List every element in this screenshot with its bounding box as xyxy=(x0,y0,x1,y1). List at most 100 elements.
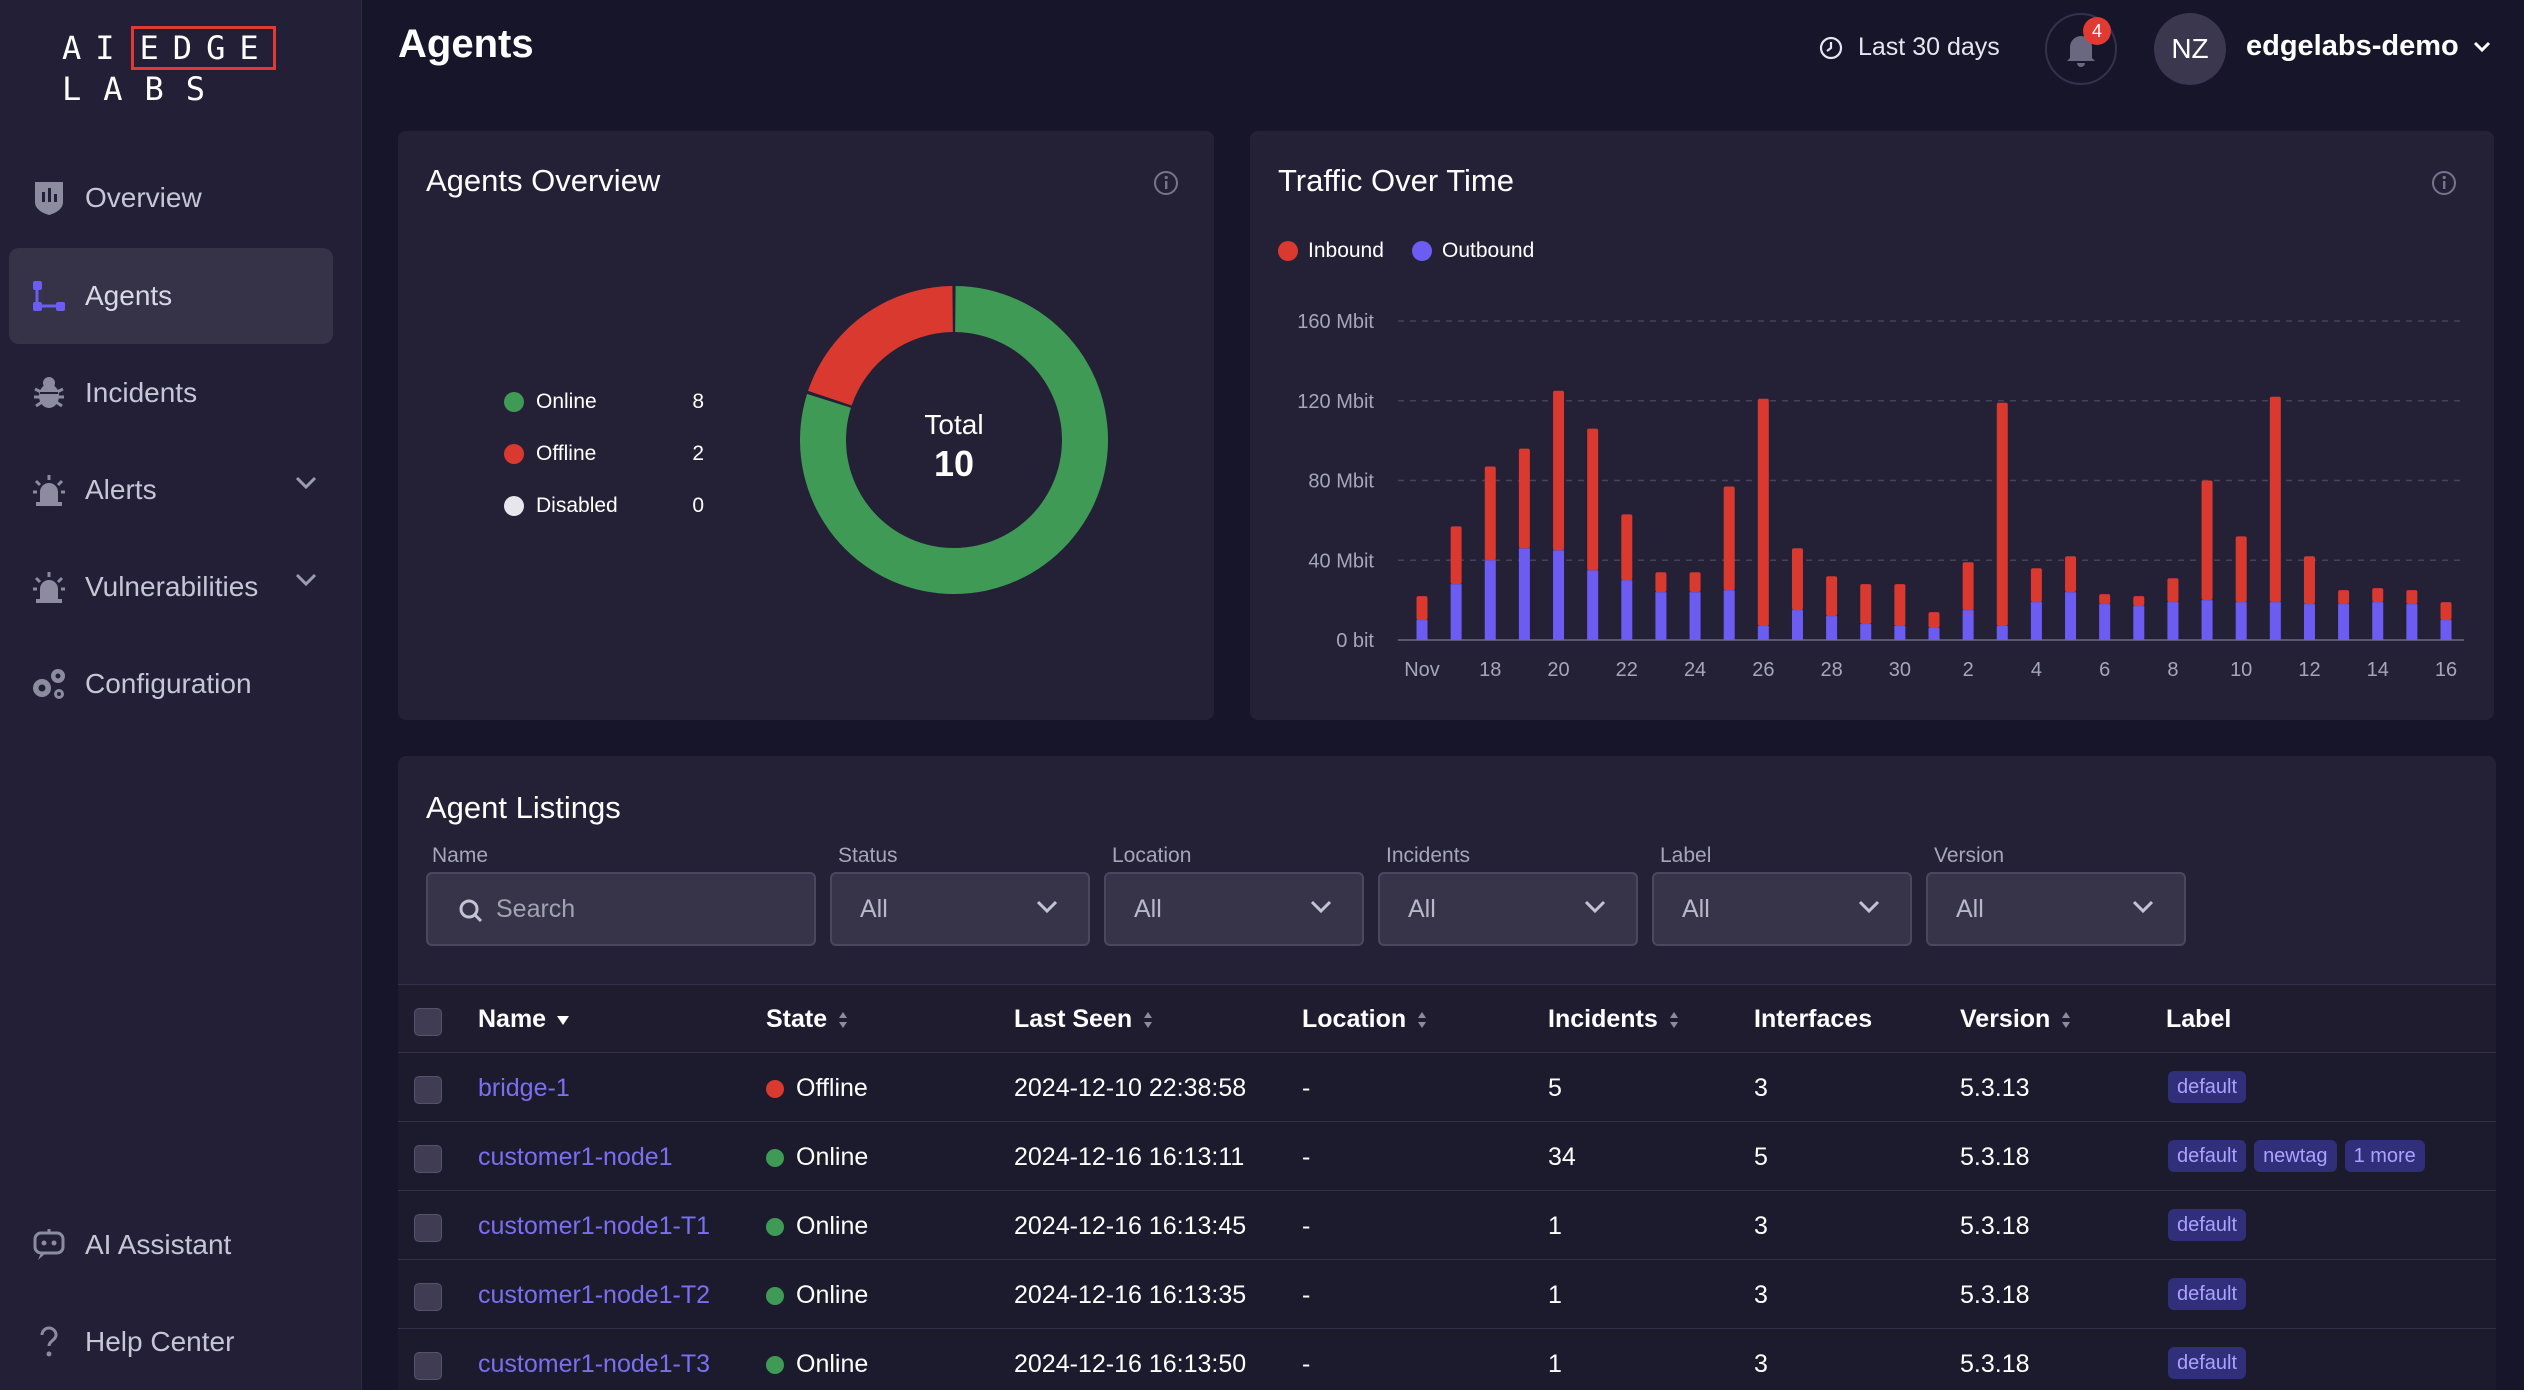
bar-outbound[interactable] xyxy=(1826,616,1838,640)
sidebar-item-ai-assistant[interactable]: AI Assistant xyxy=(9,1197,333,1293)
bar-inbound[interactable] xyxy=(1587,428,1599,571)
bar-outbound[interactable] xyxy=(1860,624,1872,640)
bar-outbound[interactable] xyxy=(1587,570,1599,640)
bar-inbound[interactable] xyxy=(2235,536,2247,603)
bar-inbound[interactable] xyxy=(2406,590,2418,605)
time-range-selector[interactable]: Last 30 days xyxy=(1818,33,2000,62)
label-select[interactable]: All xyxy=(1652,872,1912,946)
bar-inbound[interactable] xyxy=(2030,568,2042,603)
bar-inbound[interactable] xyxy=(1962,562,1974,611)
select-all-checkbox[interactable] xyxy=(414,1008,442,1036)
agent-name-link[interactable]: customer1-node1 xyxy=(478,1143,673,1171)
column-header-name[interactable]: Name xyxy=(478,1005,570,1034)
status-select[interactable]: All xyxy=(830,872,1090,946)
bar-inbound[interactable] xyxy=(2201,480,2213,601)
column-header-version[interactable]: Version xyxy=(1960,1005,2072,1034)
bar-outbound[interactable] xyxy=(2099,604,2111,640)
bar-outbound[interactable] xyxy=(1962,610,1974,640)
avatar[interactable]: NZ xyxy=(2154,13,2226,85)
brand-logo[interactable]: AI EDGE LABS xyxy=(62,26,282,108)
version-select[interactable]: All xyxy=(1926,872,2186,946)
column-header-location[interactable]: Location xyxy=(1302,1005,1428,1034)
bar-outbound[interactable] xyxy=(1894,626,1906,640)
incidents-select[interactable]: All xyxy=(1378,872,1638,946)
bar-inbound[interactable] xyxy=(1484,466,1496,561)
table-row[interactable]: customer1-node1 Online 2024-12-16 16:13:11… xyxy=(398,1122,2496,1191)
bar-inbound[interactable] xyxy=(2065,556,2077,593)
table-row[interactable]: customer1-node1-T2 Online 2024-12-16 16:13… xyxy=(398,1260,2496,1329)
bar-outbound[interactable] xyxy=(1723,590,1735,640)
sidebar-item-help-center[interactable]: Help Center xyxy=(9,1294,333,1390)
agent-name-link[interactable]: bridge-1 xyxy=(478,1074,570,1102)
bar-outbound[interactable] xyxy=(1553,550,1565,640)
table-row[interactable]: bridge-1 Offline 2024-12-10 22:38:58 - 5 3 5.3… xyxy=(398,1053,2496,1122)
search-field[interactable] xyxy=(426,872,816,946)
notifications-button[interactable]: 4 xyxy=(2045,13,2117,85)
agent-name-link[interactable]: customer1-node1-T1 xyxy=(478,1212,711,1240)
column-header-last-seen[interactable]: Last Seen xyxy=(1014,1005,1154,1034)
donut-slice-online[interactable] xyxy=(800,286,1108,594)
bar-outbound[interactable] xyxy=(2338,604,2350,640)
bar-inbound[interactable] xyxy=(2372,588,2384,603)
column-header-incidents[interactable]: Incidents xyxy=(1548,1005,1680,1034)
donut-slice-offline[interactable] xyxy=(808,286,953,406)
bar-outbound[interactable] xyxy=(1791,610,1803,640)
bar-outbound[interactable] xyxy=(1757,626,1769,640)
bar-outbound[interactable] xyxy=(2201,600,2213,640)
bar-inbound[interactable] xyxy=(2269,396,2281,603)
sidebar-item-vulnerabilities[interactable]: Vulnerabilities xyxy=(9,539,333,635)
bar-outbound[interactable] xyxy=(2406,604,2418,640)
bar-outbound[interactable] xyxy=(1655,592,1667,640)
bar-inbound[interactable] xyxy=(1518,448,1530,549)
bar-outbound[interactable] xyxy=(1689,592,1701,640)
bar-inbound[interactable] xyxy=(2099,594,2111,605)
bar-outbound[interactable] xyxy=(1416,620,1428,640)
bar-inbound[interactable] xyxy=(2167,578,2179,603)
sidebar-item-agents[interactable]: Agents xyxy=(9,248,333,344)
bar-inbound[interactable] xyxy=(1655,572,1667,593)
bar-outbound[interactable] xyxy=(2235,602,2247,640)
row-checkbox[interactable] xyxy=(414,1145,442,1173)
row-checkbox[interactable] xyxy=(414,1076,442,1104)
bar-inbound[interactable] xyxy=(1416,596,1428,621)
bar-inbound[interactable] xyxy=(2338,590,2350,605)
bar-inbound[interactable] xyxy=(1791,548,1803,611)
bar-inbound[interactable] xyxy=(1860,584,1872,625)
bar-inbound[interactable] xyxy=(1928,612,1940,629)
bar-outbound[interactable] xyxy=(2372,602,2384,640)
bar-outbound[interactable] xyxy=(1450,584,1462,640)
bar-outbound[interactable] xyxy=(1518,548,1530,640)
bar-outbound[interactable] xyxy=(1484,560,1496,640)
bar-inbound[interactable] xyxy=(1894,584,1906,627)
row-checkbox[interactable] xyxy=(414,1352,442,1380)
sidebar-item-incidents[interactable]: Incidents xyxy=(9,345,333,441)
agent-name-link[interactable]: customer1-node1-T3 xyxy=(478,1350,711,1378)
bar-outbound[interactable] xyxy=(2065,592,2077,640)
bar-outbound[interactable] xyxy=(2133,606,2145,640)
info-icon[interactable] xyxy=(1152,169,1180,197)
account-menu[interactable]: edgelabs-demo xyxy=(2246,30,2491,63)
legend-inbound[interactable]: Inbound xyxy=(1278,239,1384,263)
bar-inbound[interactable] xyxy=(1723,486,1735,591)
table-row[interactable]: customer1-node1-T3 Online 2024-12-16 16:13… xyxy=(398,1329,2496,1390)
bar-inbound[interactable] xyxy=(1826,576,1838,617)
search-input[interactable] xyxy=(496,894,796,924)
legend-outbound[interactable]: Outbound xyxy=(1412,239,1534,263)
chevron-down-icon[interactable] xyxy=(295,476,317,490)
bar-inbound[interactable] xyxy=(1621,514,1633,581)
row-checkbox[interactable] xyxy=(414,1214,442,1242)
bar-outbound[interactable] xyxy=(2269,602,2281,640)
bar-inbound[interactable] xyxy=(1757,398,1769,627)
sidebar-item-alerts[interactable]: Alerts xyxy=(9,442,333,538)
row-checkbox[interactable] xyxy=(414,1283,442,1311)
table-row[interactable]: customer1-node1-T1 Online 2024-12-16 16:13… xyxy=(398,1191,2496,1260)
chevron-down-icon[interactable] xyxy=(295,573,317,587)
bar-inbound[interactable] xyxy=(1450,526,1462,585)
sidebar-item-overview[interactable]: Overview xyxy=(9,150,333,246)
bar-outbound[interactable] xyxy=(1928,628,1940,640)
bar-inbound[interactable] xyxy=(2440,602,2452,621)
label-tag[interactable]: 1 more xyxy=(2344,1140,2425,1172)
bar-outbound[interactable] xyxy=(2440,620,2452,640)
location-select[interactable]: All xyxy=(1104,872,1364,946)
bar-inbound[interactable] xyxy=(2303,556,2315,605)
